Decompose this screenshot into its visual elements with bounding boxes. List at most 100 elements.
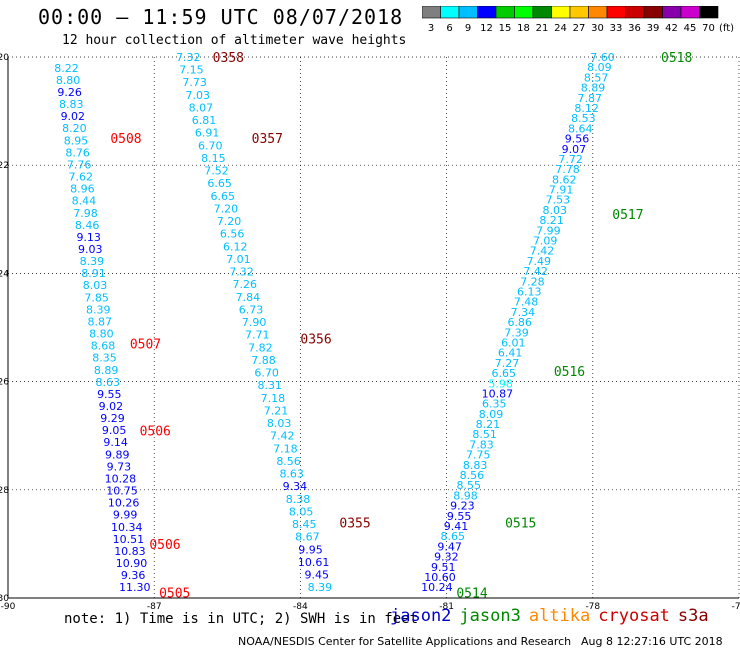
x-tick-label: -90 [1,602,16,612]
swh-value-jason3: 9.47 [437,540,462,553]
swh-value-jason3: 7.42 [523,265,548,278]
swh-value-jason2: 9.55 [97,388,122,401]
swh-value-s3a: 8.38 [286,493,311,506]
swh-value-jason2: 10.26 [108,497,140,510]
swh-value-jason3: 7.72 [558,153,583,166]
swh-value-jason3: 7.42 [530,245,555,258]
swh-value-jason2: 9.89 [105,448,130,461]
swh-value-jason3: 7.49 [527,255,552,268]
swh-value-jason3: 10.87 [482,387,514,400]
swh-value-jason3: 7.91 [549,184,574,197]
swh-value-jason3: 6.35 [482,398,507,411]
swh-value-jason3: 7.78 [555,163,580,176]
x-tick-label: -75 [732,602,740,612]
scale-tick-label: 3 [428,23,434,32]
x-tick-label: -87 [147,602,162,612]
swh-value-jason3: 8.09 [479,408,504,421]
swh-value-jason2: 8.39 [80,255,105,268]
swh-value-jason3: 8.64 [568,122,593,135]
swh-value-jason2: 9.26 [57,86,82,99]
pass-time-label: 0518 [661,51,692,66]
pass-time-label: 0515 [505,516,536,531]
swh-value-jason3: 8.21 [539,214,564,227]
swh-value-s3a: 10.61 [298,556,330,569]
swh-value-jason2: 8.80 [89,328,114,341]
x-tick-label: -84 [293,602,308,612]
x-tick-label: -78 [585,602,600,612]
swh-value-jason3: 7.60 [590,51,615,64]
swh-value-s3a: 7.01 [226,253,251,266]
swh-value-jason2: 8.22 [54,62,79,75]
swh-value-jason2: 8.96 [70,183,95,196]
swh-value-jason3: 9.56 [565,133,590,146]
swh-value-jason3: 8.03 [543,204,568,217]
swh-value-jason3: 8.56 [460,469,485,482]
scale-tick-label: 39 [647,23,660,32]
scale-tick-label: 6 [446,23,452,32]
note-text: note: 1) Time is in UTC; 2) SWH is in fe… [64,611,419,627]
swh-value-s3a: 7.84 [236,291,261,304]
pass-time-label: 0514 [456,587,487,602]
swh-value-jason3: 7.48 [514,296,539,309]
swh-value-s3a: 8.67 [295,531,320,544]
scale-tick-label: 9 [465,23,471,32]
swh-value-jason3: 5.98 [488,377,513,390]
swh-value-jason3: 8.55 [456,479,481,492]
pass-time-label: 0358 [213,51,244,66]
swh-value-jason2: 8.20 [62,122,87,135]
swh-value-s3a: 8.56 [276,455,301,468]
swh-value-s3a: 7.90 [242,316,267,329]
swh-value-s3a: 7.03 [185,89,210,102]
swh-value-jason2: 7.62 [69,171,94,184]
scale-swatch [699,6,719,19]
swh-value-s3a: 7.20 [214,202,239,215]
swh-value-jason3: 9.51 [431,561,456,574]
swh-value-s3a: 6.73 [239,303,264,316]
swh-value-jason3: 10.24 [421,581,453,594]
swh-value-jason2: 9.03 [78,243,103,256]
pass-time-label: 0507 [130,338,161,353]
swh-value-jason2: 8.87 [88,315,113,328]
swh-value-s3a: 6.81 [192,114,217,127]
swh-value-jason3: 8.09 [587,61,612,74]
swh-value-jason3: 6.01 [501,336,526,349]
swh-value-jason2: 8.76 [65,146,90,159]
swh-value-s3a: 9.34 [283,480,308,493]
x-tick-label: -81 [439,602,454,612]
swh-value-jason2: 9.73 [107,460,132,473]
swh-value-jason2: 8.68 [91,340,116,353]
swh-value-s3a: 7.52 [204,165,229,178]
scale-tick-label: 15 [499,23,512,32]
swh-value-jason3: 8.65 [441,530,466,543]
swh-value-jason2: 10.90 [116,557,148,570]
swh-value-jason2: 7.85 [84,291,109,304]
scale-tick-label: 70 [702,23,715,32]
swh-value-jason3: 7.87 [578,92,603,105]
swh-value-jason3: 9.07 [562,143,587,156]
swh-value-jason3: 7.39 [504,326,529,339]
swh-value-s3a: 7.73 [182,76,207,89]
swh-value-jason3: 8.89 [581,82,606,95]
footer-credit: NOAA/NESDIS Center for Satellite Applica… [238,635,572,648]
swh-value-jason2: 9.02 [99,400,124,413]
y-tick-label: -20 [0,53,9,63]
swh-value-s3a: 9.45 [305,569,330,582]
legend-altika: altika [528,606,591,626]
scale-tick-label: 21 [536,23,549,32]
swh-value-s3a: 6.70 [198,139,223,152]
y-tick-label: -24 [0,269,9,279]
swh-value-s3a: 7.42 [270,430,295,443]
swh-value-s3a: 7.82 [248,341,273,354]
swh-value-jason3: 7.27 [495,357,520,370]
swh-value-jason2: 10.28 [105,472,137,485]
swh-value-jason3: 9.23 [450,500,475,513]
swh-value-jason2: 9.02 [61,110,86,123]
swh-value-s3a: 7.18 [261,392,286,405]
swh-value-s3a: 7.32 [229,266,254,279]
pass-time-label: 0506 [149,538,180,553]
swh-value-s3a: 8.63 [279,468,304,481]
pass-time-label: 0506 [140,424,171,439]
legend-jason2: jason2 [390,606,452,626]
pass-time-label: 0508 [110,132,141,147]
swh-value-jason2: 8.46 [75,219,100,232]
